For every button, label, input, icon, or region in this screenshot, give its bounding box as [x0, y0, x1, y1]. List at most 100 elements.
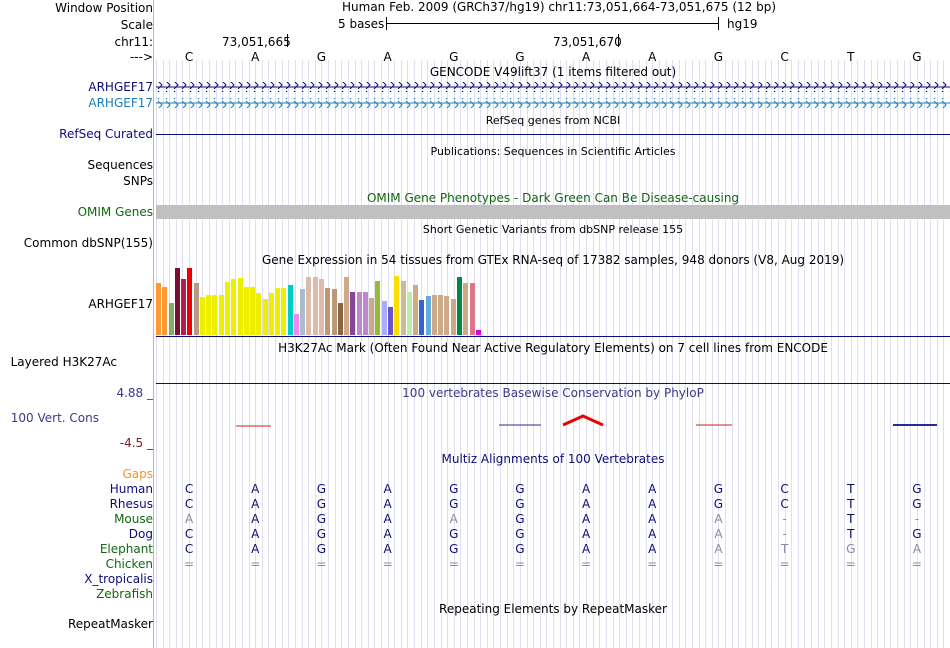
h3k27ac-track-label[interactable]: Layered H3K27Ac [10, 355, 117, 369]
gtex-tissue-bar[interactable] [187, 268, 193, 335]
grid-line [705, 60, 707, 648]
species-label[interactable]: Human [109, 482, 153, 496]
gtex-tissue-bar[interactable] [344, 277, 350, 335]
refseq-gene-line[interactable] [156, 134, 950, 135]
refseq-track-label[interactable]: RefSeq Curated [59, 127, 153, 141]
species-label[interactable]: Zebrafish [96, 587, 153, 601]
gtex-tissue-bar[interactable] [300, 289, 306, 335]
gtex-tissue-bar[interactable] [331, 289, 337, 335]
coord-tick-2 [618, 34, 619, 47]
grid-line [817, 60, 819, 648]
gtex-tissue-bar[interactable] [400, 281, 406, 335]
gtex-tissue-bar[interactable] [419, 300, 425, 335]
gtex-tissue-bar[interactable] [394, 276, 400, 335]
gtex-bar-chart[interactable] [156, 268, 536, 335]
species-label[interactable]: Chicken [105, 557, 153, 571]
gtex-tissue-bar[interactable] [250, 287, 256, 335]
gtex-tissue-bar[interactable] [212, 295, 218, 335]
gtex-tissue-bar[interactable] [237, 278, 243, 335]
gtex-tissue-bar[interactable] [193, 283, 199, 335]
gtex-tissue-bar[interactable] [350, 292, 356, 335]
gtex-tissue-bar[interactable] [475, 330, 481, 335]
gtex-tissue-bar[interactable] [174, 268, 180, 335]
grid-line [539, 60, 541, 648]
gtex-tissue-bar[interactable] [312, 277, 318, 335]
gtex-tissue-bar[interactable] [362, 292, 368, 335]
publications-track-label[interactable]: Sequences [87, 158, 153, 172]
gtex-tissue-bar[interactable] [162, 287, 168, 335]
gtex-tissue-bar[interactable] [224, 282, 230, 335]
gtex-tissue-bar[interactable] [406, 292, 412, 335]
gtex-tissue-bar[interactable] [256, 293, 262, 335]
gtex-tissue-bar[interactable] [425, 296, 431, 335]
grid-line [255, 60, 257, 648]
grid-line [242, 60, 244, 648]
phylop-signal[interactable] [156, 405, 950, 435]
gtex-tissue-bar[interactable] [463, 283, 469, 335]
coord-label-2: 73,051,670 [553, 35, 622, 49]
species-label[interactable]: Rhesus [109, 497, 153, 511]
omim-track-label[interactable]: OMIM Genes [77, 205, 153, 219]
gtex-track-label[interactable]: ARHGEF17 [88, 297, 153, 311]
gtex-tissue-bar[interactable] [450, 299, 456, 335]
gtex-tissue-bar[interactable] [319, 279, 325, 335]
gtex-tissue-bar[interactable] [231, 279, 237, 335]
species-label[interactable]: Mouse [114, 512, 153, 526]
gtex-tissue-bar[interactable] [375, 281, 381, 335]
gtex-tissue-bar[interactable] [206, 295, 212, 335]
gtex-tissue-bar[interactable] [456, 277, 462, 335]
gtex-tissue-bar[interactable] [275, 288, 281, 335]
grid-line [877, 60, 879, 648]
gtex-tissue-bar[interactable] [168, 303, 174, 335]
gtex-tissue-bar[interactable] [413, 285, 419, 335]
grid-line [248, 60, 250, 648]
gencode-gene-label-1[interactable]: ARHGEF17 [88, 80, 153, 94]
grid-line [407, 60, 409, 648]
grid-line [175, 60, 177, 648]
grid-line [725, 60, 727, 648]
gtex-tissue-bar[interactable] [325, 288, 331, 335]
alignment-base: A [251, 482, 260, 496]
repeatmasker-track-label[interactable]: RepeatMasker [67, 617, 153, 631]
gtex-tissue-bar[interactable] [469, 283, 475, 335]
gtex-tissue-bar[interactable] [431, 295, 437, 335]
species-label[interactable]: Elephant [99, 542, 153, 556]
grid-line [566, 60, 568, 648]
gtex-tissue-bar[interactable] [199, 297, 205, 335]
gtex-tissue-bar[interactable] [337, 303, 343, 335]
gtex-tissue-bar[interactable] [306, 277, 312, 335]
gtex-tissue-bar[interactable] [181, 279, 187, 335]
gtex-tissue-bar[interactable] [262, 299, 268, 335]
grid-line [586, 60, 588, 648]
gencode-gene-lines[interactable] [156, 80, 950, 110]
omim-gene-bar[interactable] [156, 205, 950, 219]
snps-track-label[interactable]: SNPs [123, 174, 153, 188]
gtex-tissue-bar[interactable] [281, 288, 287, 335]
gtex-tissue-bar[interactable] [369, 298, 375, 335]
alignment-base: A [383, 527, 392, 541]
grid-line [625, 60, 627, 648]
gtex-tissue-bar[interactable] [387, 307, 393, 335]
gtex-tissue-bar[interactable] [438, 295, 444, 335]
gtex-tissue-bar[interactable] [243, 287, 249, 335]
grid-line [943, 60, 945, 648]
grid-line [652, 60, 654, 648]
species-label[interactable]: Dog [128, 527, 153, 541]
gtex-tissue-bar[interactable] [293, 314, 299, 335]
species-label[interactable]: X_tropicalis [84, 572, 153, 586]
gtex-tissue-bar[interactable] [218, 295, 224, 335]
gtex-tissue-bar[interactable] [356, 292, 362, 335]
gtex-tissue-bar[interactable] [156, 283, 161, 335]
gtex-tissue-bar[interactable] [444, 296, 450, 335]
alignment-base: G [713, 497, 724, 511]
gtex-tissue-bar[interactable] [287, 285, 293, 335]
phylop-track-label[interactable]: 100 Vert. Cons [10, 411, 99, 425]
gtex-tissue-bar[interactable] [268, 293, 274, 335]
grid-line [513, 60, 515, 648]
alignment-base: A [581, 512, 591, 526]
grid-line [883, 60, 885, 648]
dbsnp-track-label[interactable]: Common dbSNP(155) [23, 236, 153, 250]
gtex-tissue-bar[interactable] [381, 301, 387, 335]
grid-line [374, 60, 376, 648]
gencode-gene-label-2[interactable]: ARHGEF17 [88, 96, 153, 110]
